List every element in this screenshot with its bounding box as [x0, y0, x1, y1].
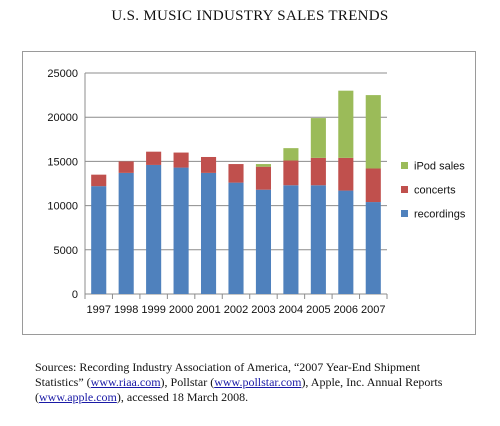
x-tick-label: 1997	[86, 304, 110, 316]
bar-ipod-sales-2007	[365, 95, 381, 169]
x-tick-label: 2002	[224, 304, 248, 316]
bar-recordings-2007	[365, 202, 381, 294]
bar-recordings-1999	[146, 164, 162, 294]
bar-recordings-2003	[255, 189, 272, 294]
bar-recordings-2002	[228, 182, 244, 294]
x-tick-label: 2000	[169, 304, 193, 316]
bar-ipod-sales-2003	[255, 164, 272, 167]
x-tick-label: 2001	[196, 304, 220, 316]
bar-recordings-2001	[200, 172, 217, 294]
bar-recordings-1997	[91, 186, 107, 294]
y-tick-label: 15000	[47, 156, 78, 168]
bar-concerts-1997	[91, 174, 107, 187]
y-tick-label: 10000	[47, 201, 78, 213]
bar-ipod-sales-2006	[338, 90, 354, 158]
sources-text: Statistics” (	[35, 375, 91, 389]
legend-swatch-recordings	[401, 210, 408, 217]
bar-recordings-2005	[310, 185, 326, 294]
sources-text: ), Apple, Inc. Annual Reports	[301, 375, 443, 389]
sources-note: Sources: Recording Industry Association …	[35, 360, 475, 405]
bar-concerts-2006	[338, 157, 354, 191]
sources-text: ), accessed 18 March 2008.	[116, 390, 249, 404]
sources-text: (	[35, 390, 39, 404]
x-tick-label: 1998	[114, 304, 138, 316]
bar-concerts-1998	[118, 161, 134, 173]
x-tick-label: 2003	[251, 304, 275, 316]
sources-text: ), Pollstar (	[160, 375, 215, 389]
riaa-link[interactable]: www.riaa.com	[90, 375, 161, 389]
bar-concerts-2004	[283, 160, 299, 186]
bar-ipod-sales-2005	[310, 118, 326, 158]
pollstar-link[interactable]: www.pollstar.com	[214, 375, 302, 389]
legend-label-concerts: concerts	[414, 185, 456, 197]
legend-swatch-ipod-sales	[401, 162, 408, 169]
bar-concerts-2002	[228, 164, 244, 183]
bar-concerts-2005	[310, 157, 326, 186]
legend-label-recordings: recordings	[414, 209, 466, 221]
apple-link[interactable]: www.apple.com	[39, 390, 117, 404]
y-tick-label: 25000	[47, 68, 78, 80]
bar-recordings-1998	[118, 172, 134, 294]
bar-recordings-2006	[338, 190, 354, 294]
y-tick-label: 20000	[47, 112, 78, 124]
bar-concerts-2000	[173, 152, 189, 168]
stacked-bar-chart: 0 5000 10000 15000 20000 25000 1997 1998 1999 200…	[47, 68, 466, 316]
x-tick-label: 2004	[279, 304, 303, 316]
y-tick-label: 5000	[54, 245, 78, 257]
x-tick-label: 1999	[141, 304, 165, 316]
sources-line1: Sources: Recording Industry Association …	[35, 360, 421, 374]
x-tick-label: 2006	[334, 304, 358, 316]
bar-concerts-2007	[365, 168, 381, 203]
chart-frame: 0 5000 10000 15000 20000 25000 1997 1998 1999 200…	[22, 51, 476, 335]
bar-recordings-2000	[173, 167, 189, 294]
y-tick-label: 0	[72, 289, 78, 301]
x-tick-label: 2007	[361, 304, 385, 316]
legend-swatch-concerts	[401, 186, 408, 193]
x-tick-label: 2005	[306, 304, 330, 316]
bar-concerts-2003	[255, 166, 272, 190]
bar-concerts-1999	[146, 151, 162, 165]
bar-ipod-sales-2004	[283, 148, 299, 161]
bar-recordings-2004	[283, 185, 299, 294]
legend-label-ipod-sales: iPod sales	[414, 161, 465, 173]
chart-title: U.S. MUSIC INDUSTRY SALES TRENDS	[111, 8, 389, 24]
bar-concerts-2001	[200, 156, 217, 173]
